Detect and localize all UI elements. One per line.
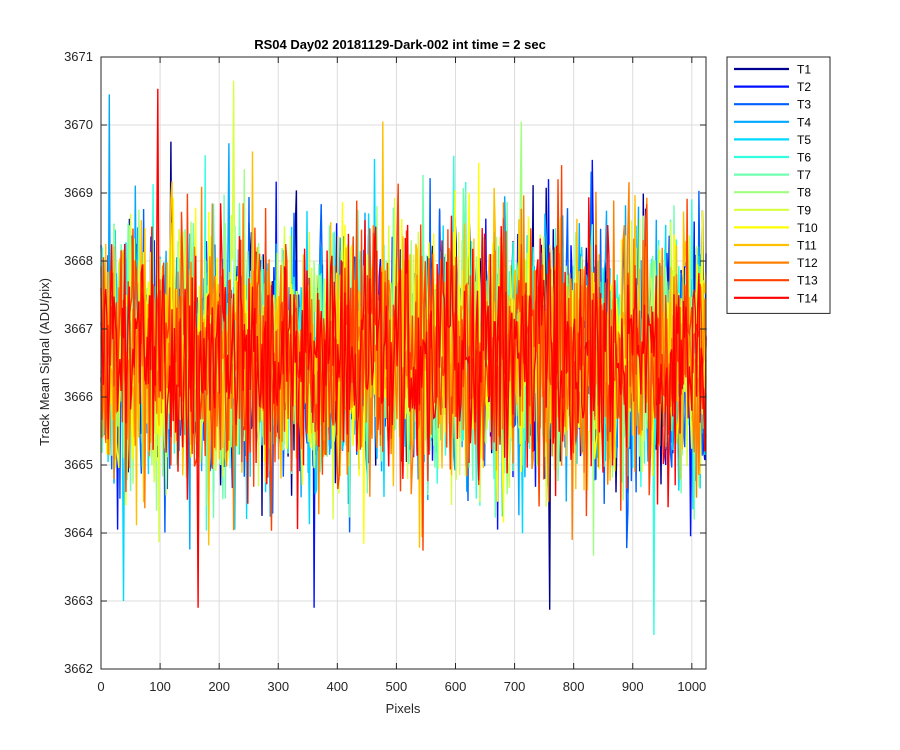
x-tick-label: 900 xyxy=(622,679,644,694)
legend-label-t9: T9 xyxy=(797,203,811,217)
chart-title: RS04 Day02 20181129-Dark-002 int time = … xyxy=(254,37,546,52)
y-tick-label: 3669 xyxy=(64,185,93,200)
series-line-t14 xyxy=(100,88,707,608)
x-tick-label: 0 xyxy=(97,679,104,694)
x-tick-label: 700 xyxy=(504,679,526,694)
x-tick-label: 800 xyxy=(563,679,585,694)
legend-box xyxy=(726,56,831,314)
legend-label-t11: T11 xyxy=(797,239,817,253)
y-tick-label: 3667 xyxy=(64,321,93,336)
legend-label-t13: T13 xyxy=(797,274,818,288)
y-tick-label: 3665 xyxy=(64,457,93,472)
legend-label-t8: T8 xyxy=(797,186,811,200)
y-tick-label: 3671 xyxy=(64,49,93,64)
legend-label-t1: T1 xyxy=(797,63,811,77)
x-tick-label: 400 xyxy=(326,679,348,694)
x-axis-label: Pixels xyxy=(386,701,421,716)
y-tick-label: 3670 xyxy=(64,117,93,132)
x-tick-label: 100 xyxy=(149,679,171,694)
y-tick-label: 3663 xyxy=(64,593,93,608)
legend-label-t12: T12 xyxy=(797,256,818,270)
legend-label-t10: T10 xyxy=(797,221,818,235)
y-tick-label: 3662 xyxy=(64,661,93,676)
y-tick-label: 3668 xyxy=(64,253,93,268)
legend-label-t14: T14 xyxy=(797,291,818,305)
legend-label-t4: T4 xyxy=(797,115,811,129)
legend-label-t5: T5 xyxy=(797,133,811,147)
x-tick-label: 200 xyxy=(208,679,230,694)
y-tick-label: 3666 xyxy=(64,389,93,404)
x-tick-label: 1000 xyxy=(677,679,706,694)
legend-label-t3: T3 xyxy=(797,98,811,112)
x-tick-label: 600 xyxy=(445,679,467,694)
axes-box xyxy=(100,56,707,670)
y-axis-label: Track Mean Signal (ADU/pix) xyxy=(37,278,52,446)
y-tick-label: 3664 xyxy=(64,525,93,540)
legend-label-t7: T7 xyxy=(797,168,811,182)
x-tick-label: 300 xyxy=(267,679,289,694)
plot-area xyxy=(100,80,707,636)
x-tick-label: 500 xyxy=(386,679,408,694)
legend-label-t2: T2 xyxy=(797,80,811,94)
legend: T1 T2 T3 T4 T5 T6 T7 T8 T9 T10 T11 T12 T13 T14 xyxy=(726,56,831,314)
legend-label-t6: T6 xyxy=(797,151,811,165)
ticks: 0 100 200 300 400 500 600 700 800 900 1000 3662 3663… xyxy=(64,49,706,694)
